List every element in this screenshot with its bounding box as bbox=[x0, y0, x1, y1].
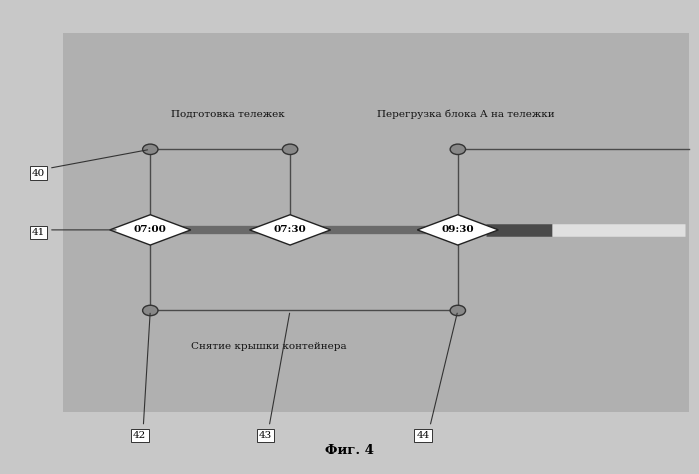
Text: Подготовка тележек: Подготовка тележек bbox=[171, 109, 285, 118]
Text: 07:00: 07:00 bbox=[134, 226, 167, 234]
Bar bbox=[63, 33, 689, 412]
Text: 41: 41 bbox=[32, 228, 45, 237]
Circle shape bbox=[143, 144, 158, 155]
Text: Перегрузка блока А на тележки: Перегрузка блока А на тележки bbox=[377, 109, 555, 118]
Text: 43: 43 bbox=[259, 431, 272, 439]
Circle shape bbox=[450, 144, 466, 155]
Text: 09:30: 09:30 bbox=[442, 226, 474, 234]
Text: 40: 40 bbox=[32, 169, 45, 177]
Text: Снятие крышки контейнера: Снятие крышки контейнера bbox=[192, 343, 347, 351]
Text: 42: 42 bbox=[134, 431, 146, 439]
Polygon shape bbox=[250, 215, 331, 245]
Circle shape bbox=[143, 305, 158, 316]
Text: Фиг. 4: Фиг. 4 bbox=[325, 444, 374, 457]
Text: 07:30: 07:30 bbox=[274, 226, 306, 234]
Circle shape bbox=[282, 144, 298, 155]
Circle shape bbox=[450, 305, 466, 316]
Polygon shape bbox=[110, 215, 191, 245]
Polygon shape bbox=[417, 215, 498, 245]
Text: 44: 44 bbox=[417, 431, 429, 439]
